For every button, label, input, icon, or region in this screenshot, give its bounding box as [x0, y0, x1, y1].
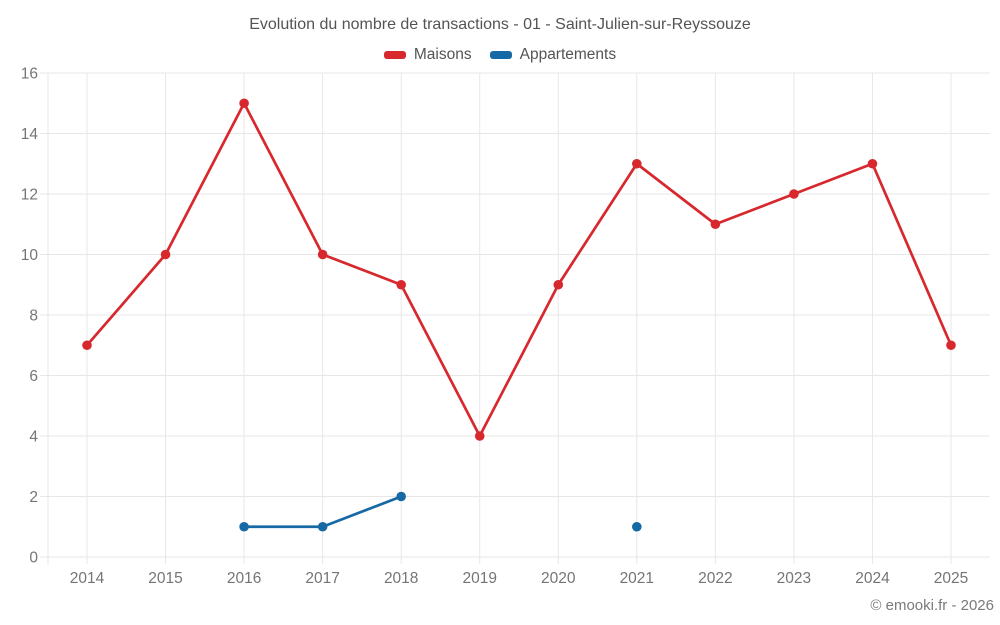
y-axis-tick-label: 14	[21, 126, 39, 143]
x-axis-tick-label: 2015	[148, 570, 182, 587]
series-maisons-point	[317, 249, 328, 260]
series-maisons-point	[789, 189, 799, 199]
x-axis-tick-label: 2018	[384, 570, 418, 587]
x-axis-tick-label: 2019	[462, 570, 496, 587]
series-maisons-point	[710, 219, 721, 230]
y-axis-tick-label: 16	[21, 66, 38, 83]
legend-item-maisons[interactable]: Maisons	[383, 46, 472, 64]
y-axis-tick-label: 10	[21, 247, 39, 264]
legend-label-maisons: Maisons	[413, 46, 472, 63]
y-axis-tick-label: 0	[29, 550, 38, 567]
x-axis-tick-label: 2023	[777, 570, 811, 587]
legend-label-appartements: Appartements	[519, 46, 617, 63]
series-appartements-point	[317, 521, 328, 532]
series-appartements-point	[396, 491, 406, 502]
y-axis-tick-label: 6	[29, 368, 38, 385]
x-axis-tick-label: 2021	[620, 570, 654, 587]
x-axis-tick-label: 2022	[698, 570, 732, 587]
y-axis-tick-label: 4	[29, 429, 38, 446]
legend: Maisons Appartements	[0, 46, 1000, 64]
series-maisons-point	[553, 279, 564, 290]
chart-title: Evolution du nombre de transactions - 01…	[249, 16, 751, 33]
x-axis-tick-label: 2025	[934, 570, 968, 587]
y-axis-tick-label: 2	[29, 489, 38, 506]
x-axis-tick-label: 2017	[305, 570, 339, 587]
series-maisons-point	[946, 340, 956, 351]
series-appartements-point	[239, 521, 249, 532]
series-maisons-point	[396, 279, 406, 290]
x-axis-tick-label: 2024	[855, 570, 890, 587]
x-axis-tick-label: 2020	[541, 570, 576, 587]
appartements-swatch-icon	[489, 51, 512, 59]
series-maisons-point	[239, 98, 249, 109]
copyright-text: © emooki.fr - 2026	[870, 597, 994, 614]
series-maisons-point	[632, 158, 642, 169]
series-appartements-point	[632, 521, 642, 532]
y-axis-tick-label: 12	[21, 187, 38, 204]
series-maisons-point	[82, 340, 92, 351]
x-axis-tick-label: 2016	[227, 570, 261, 587]
y-axis-tick-label: 8	[29, 308, 38, 325]
x-axis-tick-label: 2014	[70, 570, 105, 587]
series-maisons-point	[160, 249, 171, 260]
maisons-swatch-icon	[383, 51, 406, 59]
series-maisons-line	[85, 101, 953, 438]
legend-item-appartements[interactable]: Appartements	[489, 46, 617, 64]
series-maisons-point	[867, 158, 878, 169]
series-maisons-point	[474, 431, 485, 441]
